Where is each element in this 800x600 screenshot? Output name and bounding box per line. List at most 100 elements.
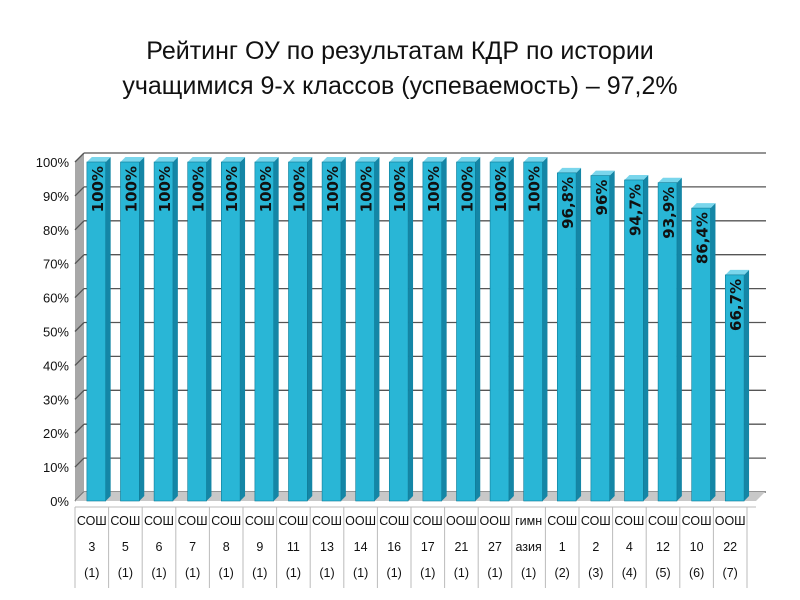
y-tick-label: 60% [43,291,69,306]
x-tick-label: СОШ [581,514,611,528]
x-tick-label: СОШ [413,514,443,528]
x-tick-label: 3 [88,540,95,554]
bar-top [154,157,178,162]
x-tick-label: 12 [656,540,670,554]
bar-top [590,170,615,176]
gridline-diag [74,423,85,434]
bar [724,274,745,502]
data-label: 100% [223,166,241,212]
x-tick-label: гимн [515,514,542,528]
bar-top [389,157,414,162]
bar-top [422,157,447,162]
x-tick-label: (2) [555,566,570,580]
x-tick-label: 17 [421,540,435,554]
x-tick-label: 2 [592,540,599,554]
bar [624,179,644,502]
gridline-diag [74,254,85,265]
bar [220,161,241,502]
data-label: 100% [290,166,308,212]
chart-title-line-1: Рейтинг ОУ по результатам КДР по истории [146,37,654,65]
x-tick-label: СОШ [379,514,409,528]
gridline-diag [74,457,85,468]
bar-side [710,203,716,502]
x-tick-label: (1) [521,566,536,580]
bar-side [643,175,649,501]
bar [388,161,409,502]
bar-top [86,157,111,162]
x-tick-label: ООШ [480,514,511,528]
y-tick-label: 90% [43,189,69,204]
bar-side [408,157,414,502]
x-tick-label: СОШ [547,514,577,528]
bar-side [307,157,313,502]
x-tick-label: 10 [690,540,704,554]
bar-side [676,177,682,501]
gridline-diag [74,355,85,366]
x-tick-label: (1) [420,566,435,580]
x-tick-label: (1) [353,566,368,580]
x-tick-label: (1) [387,566,402,580]
bar-side [340,157,346,502]
x-tick-label: 6 [156,540,163,554]
bar [556,172,577,502]
data-label: 100% [526,166,544,212]
bar-top [355,157,380,162]
x-tick-label: 9 [256,540,263,554]
x-tick-label: 11 [287,540,300,554]
gridline-diag [74,220,85,231]
bar-top [322,157,346,162]
x-tick-label: (1) [84,566,99,580]
x-tick-label: азия [515,540,541,554]
data-label: 96,8% [559,177,577,229]
x-tick-label: СОШ [144,514,174,528]
x-tick-label: СОШ [614,514,644,528]
x-tick-label: ООШ [345,514,376,528]
x-tick-label: СОШ [110,514,140,528]
x-tick-label: (7) [723,566,738,580]
bar-top [254,157,279,162]
bar-side [240,157,246,502]
y-tick-label: 40% [43,358,69,373]
bar-side [542,157,548,502]
x-tick-label: (6) [689,566,704,580]
chart-title: Рейтинг ОУ по результатам КДР по истории… [0,34,800,104]
y-tick-label: 30% [43,392,69,407]
bar [254,161,275,502]
bar [456,161,476,502]
bar-side [609,170,615,502]
x-tick-label: (1) [219,566,234,580]
bar [657,182,678,502]
bar-top [288,157,313,162]
gridline-diag [74,322,85,332]
bar-side [475,157,481,502]
bar [691,207,711,502]
data-label: 100% [122,166,140,212]
data-label: 100% [492,166,510,212]
bar [590,175,611,502]
x-tick-label: 21 [454,540,468,554]
x-tick-label: СОШ [682,514,712,528]
data-label: 100% [324,166,342,212]
x-tick-label: СОШ [312,514,342,528]
data-label: 100% [89,166,107,212]
x-tick-label: (1) [286,566,301,580]
x-tick-label: (1) [118,566,133,580]
x-tick-label: 4 [626,540,633,554]
bar-top [691,203,716,209]
bar-top [624,175,649,180]
bar-top [725,269,750,275]
bar [321,161,342,502]
data-label: 100% [391,166,409,212]
bar-side [576,167,582,501]
y-tick-label: 100% [36,155,70,170]
data-label: 94,7% [626,184,644,236]
bar [523,161,543,502]
x-tick-label: (1) [454,566,469,580]
bar-top [187,157,212,162]
x-tick-label: 22 [723,540,737,554]
data-label: 100% [425,166,443,212]
data-label: 100% [458,166,476,212]
y-tick-label: 0% [50,494,69,509]
bar-side [744,269,750,501]
